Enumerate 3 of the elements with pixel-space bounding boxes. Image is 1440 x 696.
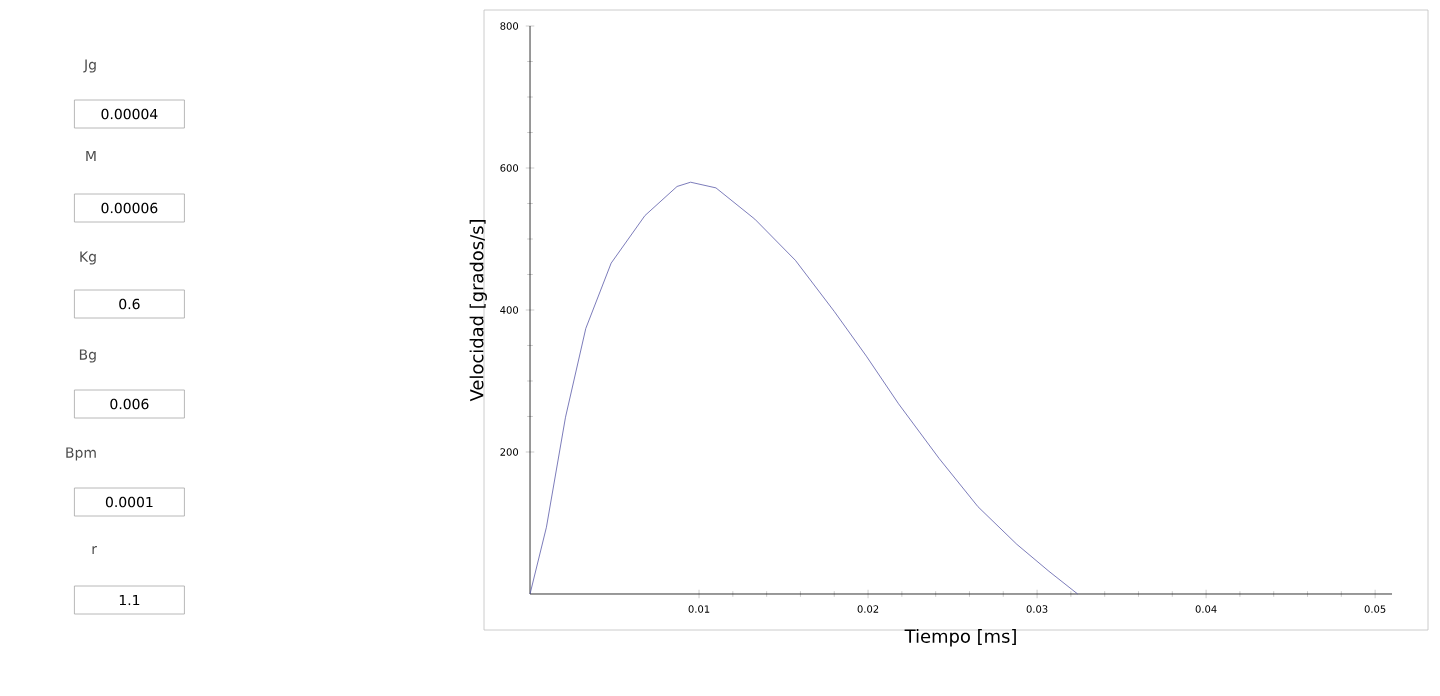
x-axis-title: Tiempo [ms] (904, 629, 1016, 647)
y-axis-title: Velocidad [grados/s] (469, 220, 487, 402)
line-series (529, 181, 1079, 595)
